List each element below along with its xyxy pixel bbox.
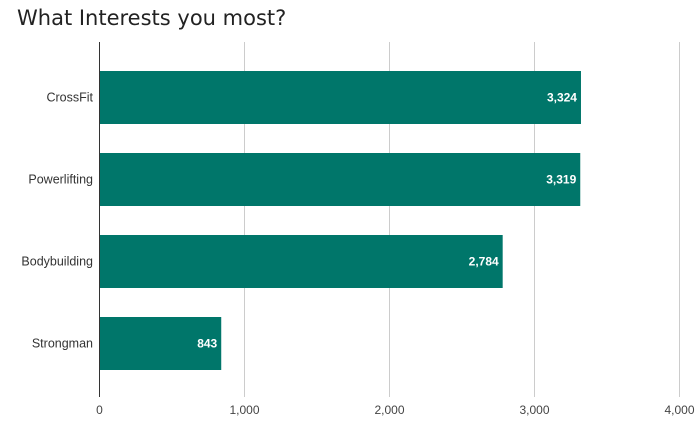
bar — [99, 153, 581, 206]
bars — [99, 71, 581, 370]
bar — [99, 235, 503, 288]
x-tick-label: 3,000 — [519, 403, 549, 417]
category-label: Bodybuilding — [21, 255, 93, 269]
bar — [99, 317, 222, 370]
category-labels: CrossFit Powerlifting Bodybuilding Strongma… — [21, 91, 93, 351]
category-label: Powerlifting — [28, 173, 93, 187]
bar — [99, 71, 581, 124]
x-tick-label: 0 — [96, 403, 103, 417]
data-label: 843 — [197, 337, 217, 351]
data-label: 2,784 — [469, 255, 499, 269]
value-labels: 3,324 3,319 2,784 843 — [197, 91, 577, 351]
category-label: CrossFit — [46, 91, 93, 105]
data-label: 3,319 — [546, 173, 576, 187]
x-tick-label: 2,000 — [374, 403, 404, 417]
x-tick-label: 1,000 — [229, 403, 259, 417]
category-label: Strongman — [32, 337, 93, 351]
chart-title: What Interests you most? — [17, 6, 287, 30]
x-tick-label: 4,000 — [664, 403, 694, 417]
x-tick-labels: 0 1,000 2,000 3,000 4,000 — [96, 403, 695, 417]
data-label: 3,324 — [547, 91, 577, 105]
